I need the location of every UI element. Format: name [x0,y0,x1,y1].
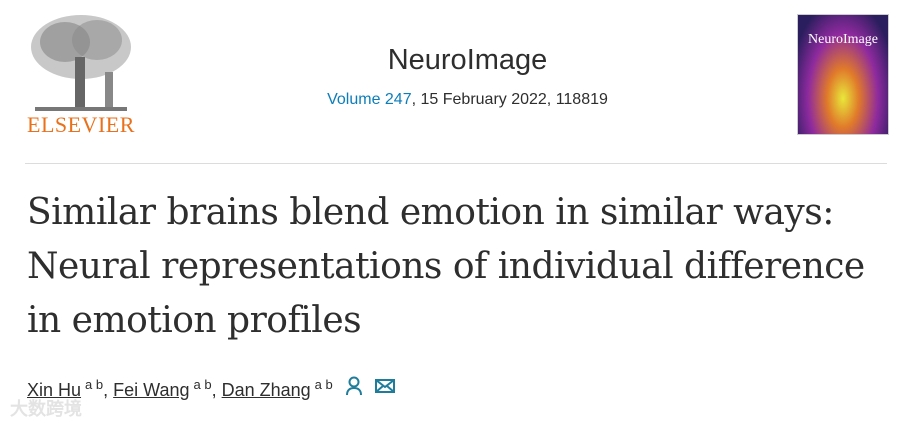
affiliation-marker[interactable]: a b [314,376,333,392]
author-item: Dan Zhang a b [222,377,333,401]
elsevier-tree-logo[interactable] [25,12,137,137]
volume-link[interactable]: Volume 247 [327,91,412,108]
author-link[interactable]: Fei Wang [113,379,190,400]
envelope-icon[interactable] [374,378,395,399]
watermark: 大数跨境 [10,399,82,419]
volume-line: Volume 247, 15 February 2022, 118819 [0,91,912,109]
cover-title: NeuroImage [808,32,878,47]
author-item: Xin Hu a b, [27,377,113,401]
author-link[interactable]: Dan Zhang [221,379,311,400]
elsevier-wordmark: ELSEVIER [27,112,135,137]
affiliation-marker[interactable]: a b [85,376,104,392]
separator: , [103,379,109,400]
author-link[interactable]: Xin Hu [27,379,82,400]
journal-cover-image[interactable]: NeuroImage [797,14,889,135]
author-item: Fei Wang a b, [113,377,221,401]
author-list: Xin Hu a b, Fei Wang a b, Dan Zhang a b [27,376,395,401]
divider [25,163,887,164]
issue-details: , 15 February 2022, 118819 [411,91,608,108]
journal-title[interactable]: NeuroImage [387,44,548,76]
separator: , [211,379,217,400]
affiliation-marker[interactable]: a b [193,376,212,392]
article-title: Similar brains blend emotion in similar … [27,192,865,341]
person-icon[interactable] [345,376,363,401]
